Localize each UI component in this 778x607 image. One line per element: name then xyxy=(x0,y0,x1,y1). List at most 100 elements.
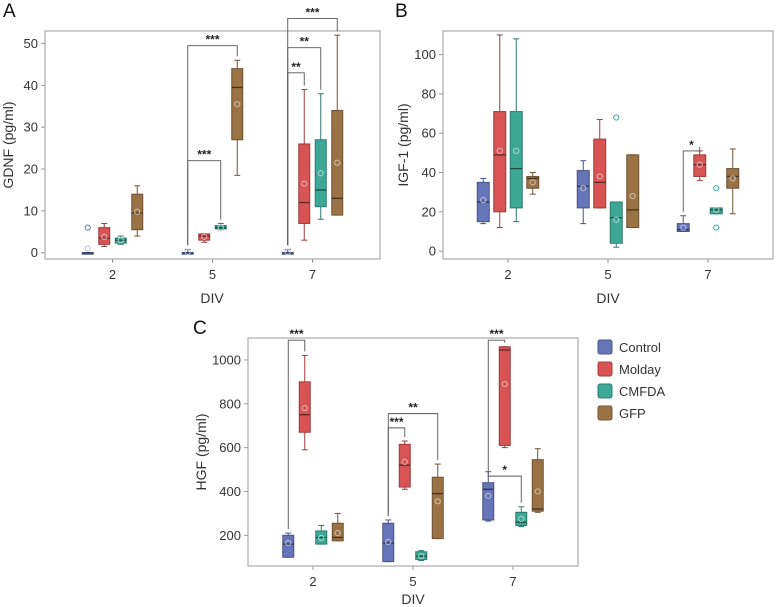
panel-a-box-gfp-div2 xyxy=(131,185,144,237)
significance-bracket xyxy=(287,339,306,530)
box-iqr xyxy=(676,223,690,232)
mean-marker xyxy=(234,101,241,108)
outlier-point xyxy=(84,224,91,231)
panel-a-plot-frame xyxy=(44,30,381,260)
box-iqr xyxy=(531,459,544,512)
box-iqr xyxy=(431,476,444,540)
mean-marker xyxy=(318,534,325,542)
panel-c-x-tick-label: 2 xyxy=(309,574,316,589)
box-iqr xyxy=(298,381,311,433)
box-iqr xyxy=(576,170,590,209)
mean-marker xyxy=(580,185,587,192)
panel-b-y-tick-label: 20 xyxy=(422,204,436,219)
panel-b-box-molday-div7 xyxy=(693,150,707,181)
significance-label: * xyxy=(502,463,507,477)
mean-marker xyxy=(334,159,341,166)
panel-c-plot-frame xyxy=(247,337,579,567)
significance-label: ** xyxy=(300,35,310,49)
panel-b-box-cmfda-div7 xyxy=(709,185,723,231)
mean-marker xyxy=(401,458,408,465)
mean-marker xyxy=(117,237,124,244)
panel-a-x-tick-label: 7 xyxy=(309,267,316,282)
panel-b-y-tick-label: 100 xyxy=(414,47,436,62)
panel-c-box-molday-div5 xyxy=(398,440,411,490)
significance-bracket xyxy=(187,160,222,246)
panel-a-box-control-div5 xyxy=(181,248,194,255)
panel-a-box-cmfda-div7 xyxy=(314,93,327,220)
panel-c-box-molday-div2 xyxy=(298,355,311,451)
mean-marker xyxy=(713,206,720,213)
panel-b-box-molday-div2 xyxy=(493,34,507,229)
box-iqr xyxy=(331,109,344,216)
legend-swatch-control xyxy=(597,339,613,355)
significance-label: *** xyxy=(197,148,211,162)
panel-b-x-tick-label: 7 xyxy=(704,267,711,282)
panel-c-box-control-div2 xyxy=(282,532,295,558)
significance-bracket xyxy=(387,413,439,516)
significance-label: ** xyxy=(408,401,418,415)
box-iqr xyxy=(515,511,528,526)
mean-marker xyxy=(301,180,308,187)
significance-label: *** xyxy=(205,33,219,47)
mean-marker xyxy=(485,492,492,499)
box-iqr xyxy=(231,68,244,141)
mean-marker xyxy=(101,233,108,240)
mean-marker xyxy=(613,216,620,223)
outlier-point xyxy=(713,185,720,192)
panel-b-box-molday-div5 xyxy=(593,118,607,209)
panel-c-box-gfp-div5 xyxy=(431,463,444,540)
mean-marker xyxy=(201,233,208,240)
box-iqr xyxy=(314,139,327,208)
mean-marker xyxy=(301,405,308,412)
mean-marker xyxy=(134,208,141,215)
legend: Control Molday CMFDA GFP xyxy=(597,339,666,421)
panel-a-y-tick-label: 50 xyxy=(24,36,38,51)
mean-marker xyxy=(284,248,291,255)
mean-marker xyxy=(529,179,536,186)
panel-a-x-tick-label: 5 xyxy=(209,267,216,282)
panel-b-box-gfp-div7 xyxy=(726,148,740,215)
panel-c-significance-4: *** xyxy=(487,327,506,468)
legend-label-gfp: GFP xyxy=(619,406,646,421)
outlier-point xyxy=(613,114,620,121)
legend-label-molday: Molday xyxy=(619,362,661,377)
box-iqr xyxy=(493,111,507,213)
panel-c-y-tick-label: 400 xyxy=(219,484,241,499)
panel-a-significance-1: *** xyxy=(187,33,238,246)
significance-label: *** xyxy=(489,327,503,341)
mean-marker xyxy=(534,488,541,495)
significance-label: *** xyxy=(389,415,403,429)
panel-c-significance-5: * xyxy=(487,463,522,503)
panel-c-x-axis-title: DIV xyxy=(401,591,425,607)
panel-c-y-tick-label: 200 xyxy=(219,528,241,543)
box-iqr xyxy=(298,143,311,224)
mean-marker xyxy=(501,380,508,388)
panel-b-box-control-div5 xyxy=(576,160,590,225)
significance-bracket xyxy=(187,45,238,246)
panel-a-x-axis-title: DIV xyxy=(200,290,224,306)
panel-c-box-cmfda-div2 xyxy=(315,524,328,545)
panel-c-box-cmfda-div5 xyxy=(415,550,428,562)
significance-label: *** xyxy=(289,327,303,341)
panel-b-box-gfp-div2 xyxy=(526,172,540,195)
mean-marker xyxy=(518,515,525,522)
panel-c-box-cmfda-div7 xyxy=(515,506,528,528)
panel-b-box-gfp-div5 xyxy=(626,154,640,229)
panel-a-significance-5: ** xyxy=(287,60,305,246)
panel-b-significance-1: * xyxy=(682,138,701,212)
box-iqr xyxy=(282,534,295,558)
panel-a-box-gfp-div7 xyxy=(331,34,344,216)
panel-b-plot: 0 20 40 60 80 100 2 5 7 * xyxy=(414,34,740,282)
mean-marker xyxy=(629,193,636,200)
panel-c-box-control-div5 xyxy=(382,519,395,563)
legend-swatch-cmfda xyxy=(597,383,613,399)
mean-marker xyxy=(496,147,503,154)
mean-marker xyxy=(434,498,441,505)
panel-c-box-gfp-div2 xyxy=(331,512,344,542)
mean-marker xyxy=(729,175,736,182)
panel-c-y-tick-label: 600 xyxy=(219,440,241,455)
panel-a-box-control-div2 xyxy=(81,224,94,255)
